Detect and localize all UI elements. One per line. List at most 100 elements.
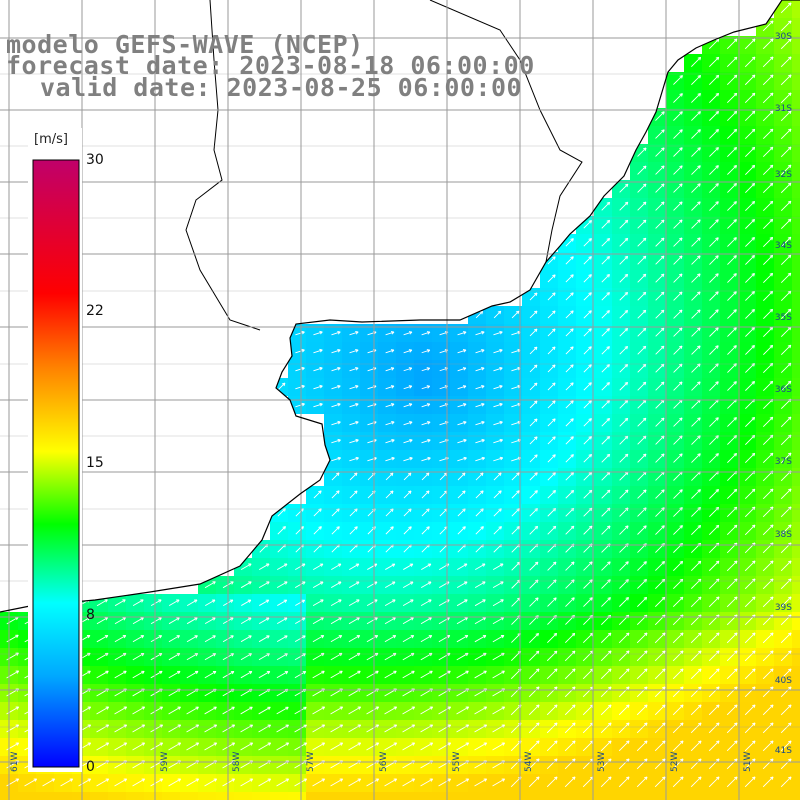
wind-speed-cell <box>522 414 540 432</box>
wind-speed-cell <box>612 756 630 774</box>
wind-arrow <box>493 310 502 319</box>
wind-speed-cell <box>360 612 378 630</box>
wind-speed-cell <box>612 324 630 342</box>
wind-arrow <box>691 201 701 211</box>
wind-arrow <box>709 219 719 229</box>
wind-speed-cell <box>612 738 630 756</box>
wind-arrow <box>564 650 576 662</box>
wind-speed-cell <box>270 738 288 756</box>
wind-speed-cell <box>666 738 684 756</box>
wind-speed-cell <box>558 360 576 378</box>
wind-arrow <box>546 686 558 698</box>
wind-speed-cell <box>450 414 468 432</box>
wind-speed-cell <box>378 702 396 720</box>
wind-speed-cell <box>648 252 666 270</box>
wind-speed-cell <box>612 612 630 630</box>
wind-arrow <box>690 776 702 788</box>
wind-speed-cell <box>594 630 612 648</box>
wind-arrow <box>529 310 538 319</box>
wind-arrow <box>691 489 701 499</box>
wind-arrow <box>475 438 485 444</box>
wind-arrow <box>349 438 359 444</box>
wind-speed-cell <box>666 594 684 612</box>
wind-speed-cell <box>576 378 594 396</box>
wind-speed-cell <box>288 720 306 738</box>
wind-arrow <box>384 742 398 751</box>
wind-arrow <box>456 778 470 787</box>
wind-speed-cell <box>540 558 558 576</box>
wind-speed-cell <box>540 306 558 324</box>
wind-speed-cell <box>594 450 612 468</box>
wind-speed-cell <box>774 774 792 792</box>
wind-speed-cell <box>468 684 486 702</box>
wind-speed-cell <box>738 558 756 576</box>
wind-speed-cell <box>720 306 738 324</box>
wind-speed-cell <box>432 522 450 540</box>
wind-speed-cell <box>486 360 504 378</box>
wind-speed-cell <box>504 414 522 432</box>
wind-speed-cell <box>468 378 486 396</box>
wind-speed-cell <box>234 576 252 594</box>
wind-arrow <box>330 742 344 751</box>
wind-arrow <box>475 402 485 408</box>
wind-speed-cell <box>288 612 306 630</box>
wind-speed-cell <box>504 540 522 558</box>
wind-arrow <box>618 758 630 770</box>
longitude-label: 54W <box>524 751 534 772</box>
wind-arrow <box>420 670 433 679</box>
wind-speed-cell <box>540 630 558 648</box>
wind-speed-cell <box>198 756 216 774</box>
wind-speed-cell <box>648 270 666 288</box>
wind-speed-cell <box>756 648 774 666</box>
wind-speed-cell <box>720 360 738 378</box>
wind-arrow <box>601 256 610 265</box>
wind-arrow <box>637 291 647 301</box>
wind-speed-cell <box>756 468 774 486</box>
wind-speed-cell <box>774 540 792 558</box>
wind-arrow <box>258 617 270 625</box>
wind-speed-cell <box>180 774 198 792</box>
wind-speed-cell <box>630 558 648 576</box>
wind-speed-cell <box>504 522 522 540</box>
wind-speed-cell <box>126 756 144 774</box>
wind-speed-cell <box>360 522 378 540</box>
wind-arrow <box>96 742 110 751</box>
wind-speed-cell <box>468 360 486 378</box>
wind-speed-cell <box>630 360 648 378</box>
wind-speed-cell <box>558 756 576 774</box>
country-border <box>429 0 583 263</box>
wind-arrow <box>330 581 342 589</box>
wind-speed-cell <box>540 612 558 630</box>
wind-speed-cell <box>774 18 792 36</box>
wind-speed-cell <box>504 468 522 486</box>
wind-speed-cell <box>126 612 144 630</box>
wind-speed-cell <box>468 702 486 720</box>
wind-speed-cell <box>558 720 576 738</box>
wind-arrow <box>762 650 774 662</box>
wind-speed-cell <box>576 450 594 468</box>
wind-speed-cell <box>378 450 396 468</box>
wind-speed-cell <box>378 432 396 450</box>
wind-arrow <box>312 635 325 643</box>
wind-arrow <box>673 309 683 319</box>
valid-date: valid date: 2023-08-25 06:00:00 <box>40 73 523 102</box>
wind-speed-cell <box>630 216 648 234</box>
wind-arrow <box>492 617 505 625</box>
wind-speed-cell <box>180 666 198 684</box>
wind-speed-cell <box>702 648 720 666</box>
wind-speed-cell <box>450 360 468 378</box>
wind-speed-cell <box>666 630 684 648</box>
wind-arrow <box>619 489 629 499</box>
wind-speed-cell <box>792 522 800 540</box>
wind-speed-cell <box>216 702 234 720</box>
wind-arrow <box>474 581 486 589</box>
wind-arrow <box>331 438 341 444</box>
wind-arrow <box>241 599 252 606</box>
wind-speed-cell <box>756 630 774 648</box>
wind-arrow <box>601 274 610 283</box>
wind-arrow <box>258 563 270 571</box>
wind-speed-cell <box>468 666 486 684</box>
wind-arrow <box>240 581 252 589</box>
wind-arrow <box>385 349 395 354</box>
wind-speed-cell <box>306 630 324 648</box>
